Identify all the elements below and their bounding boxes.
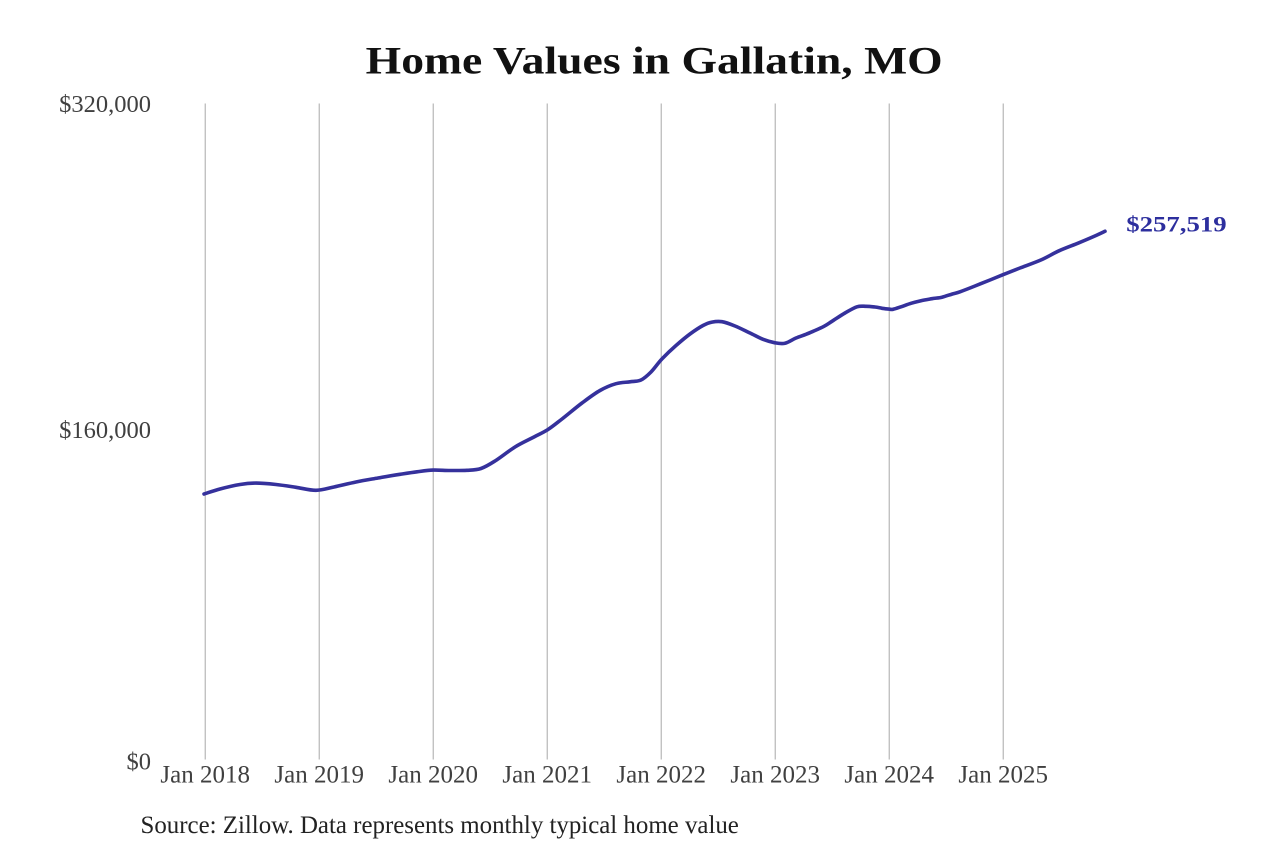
svg-text:Jan 2019: Jan 2019 (274, 762, 364, 789)
svg-text:Jan 2020: Jan 2020 (388, 762, 478, 789)
svg-text:Source: Zillow. Data represent: Source: Zillow. Data represents monthly … (141, 812, 739, 839)
svg-text:Jan 2021: Jan 2021 (502, 762, 592, 789)
svg-text:$0: $0 (127, 748, 152, 775)
svg-text:$160,000: $160,000 (59, 417, 151, 444)
svg-text:Jan 2022: Jan 2022 (616, 762, 706, 789)
svg-text:Home Values in Gallatin, MO: Home Values in Gallatin, MO (366, 40, 943, 83)
svg-text:Jan 2024: Jan 2024 (844, 762, 934, 789)
svg-text:$320,000: $320,000 (59, 91, 151, 118)
svg-text:$257,519: $257,519 (1126, 211, 1226, 236)
svg-text:Jan 2023: Jan 2023 (730, 762, 820, 789)
svg-text:Jan 2018: Jan 2018 (160, 762, 250, 789)
svg-text:Jan 2025: Jan 2025 (958, 762, 1048, 789)
